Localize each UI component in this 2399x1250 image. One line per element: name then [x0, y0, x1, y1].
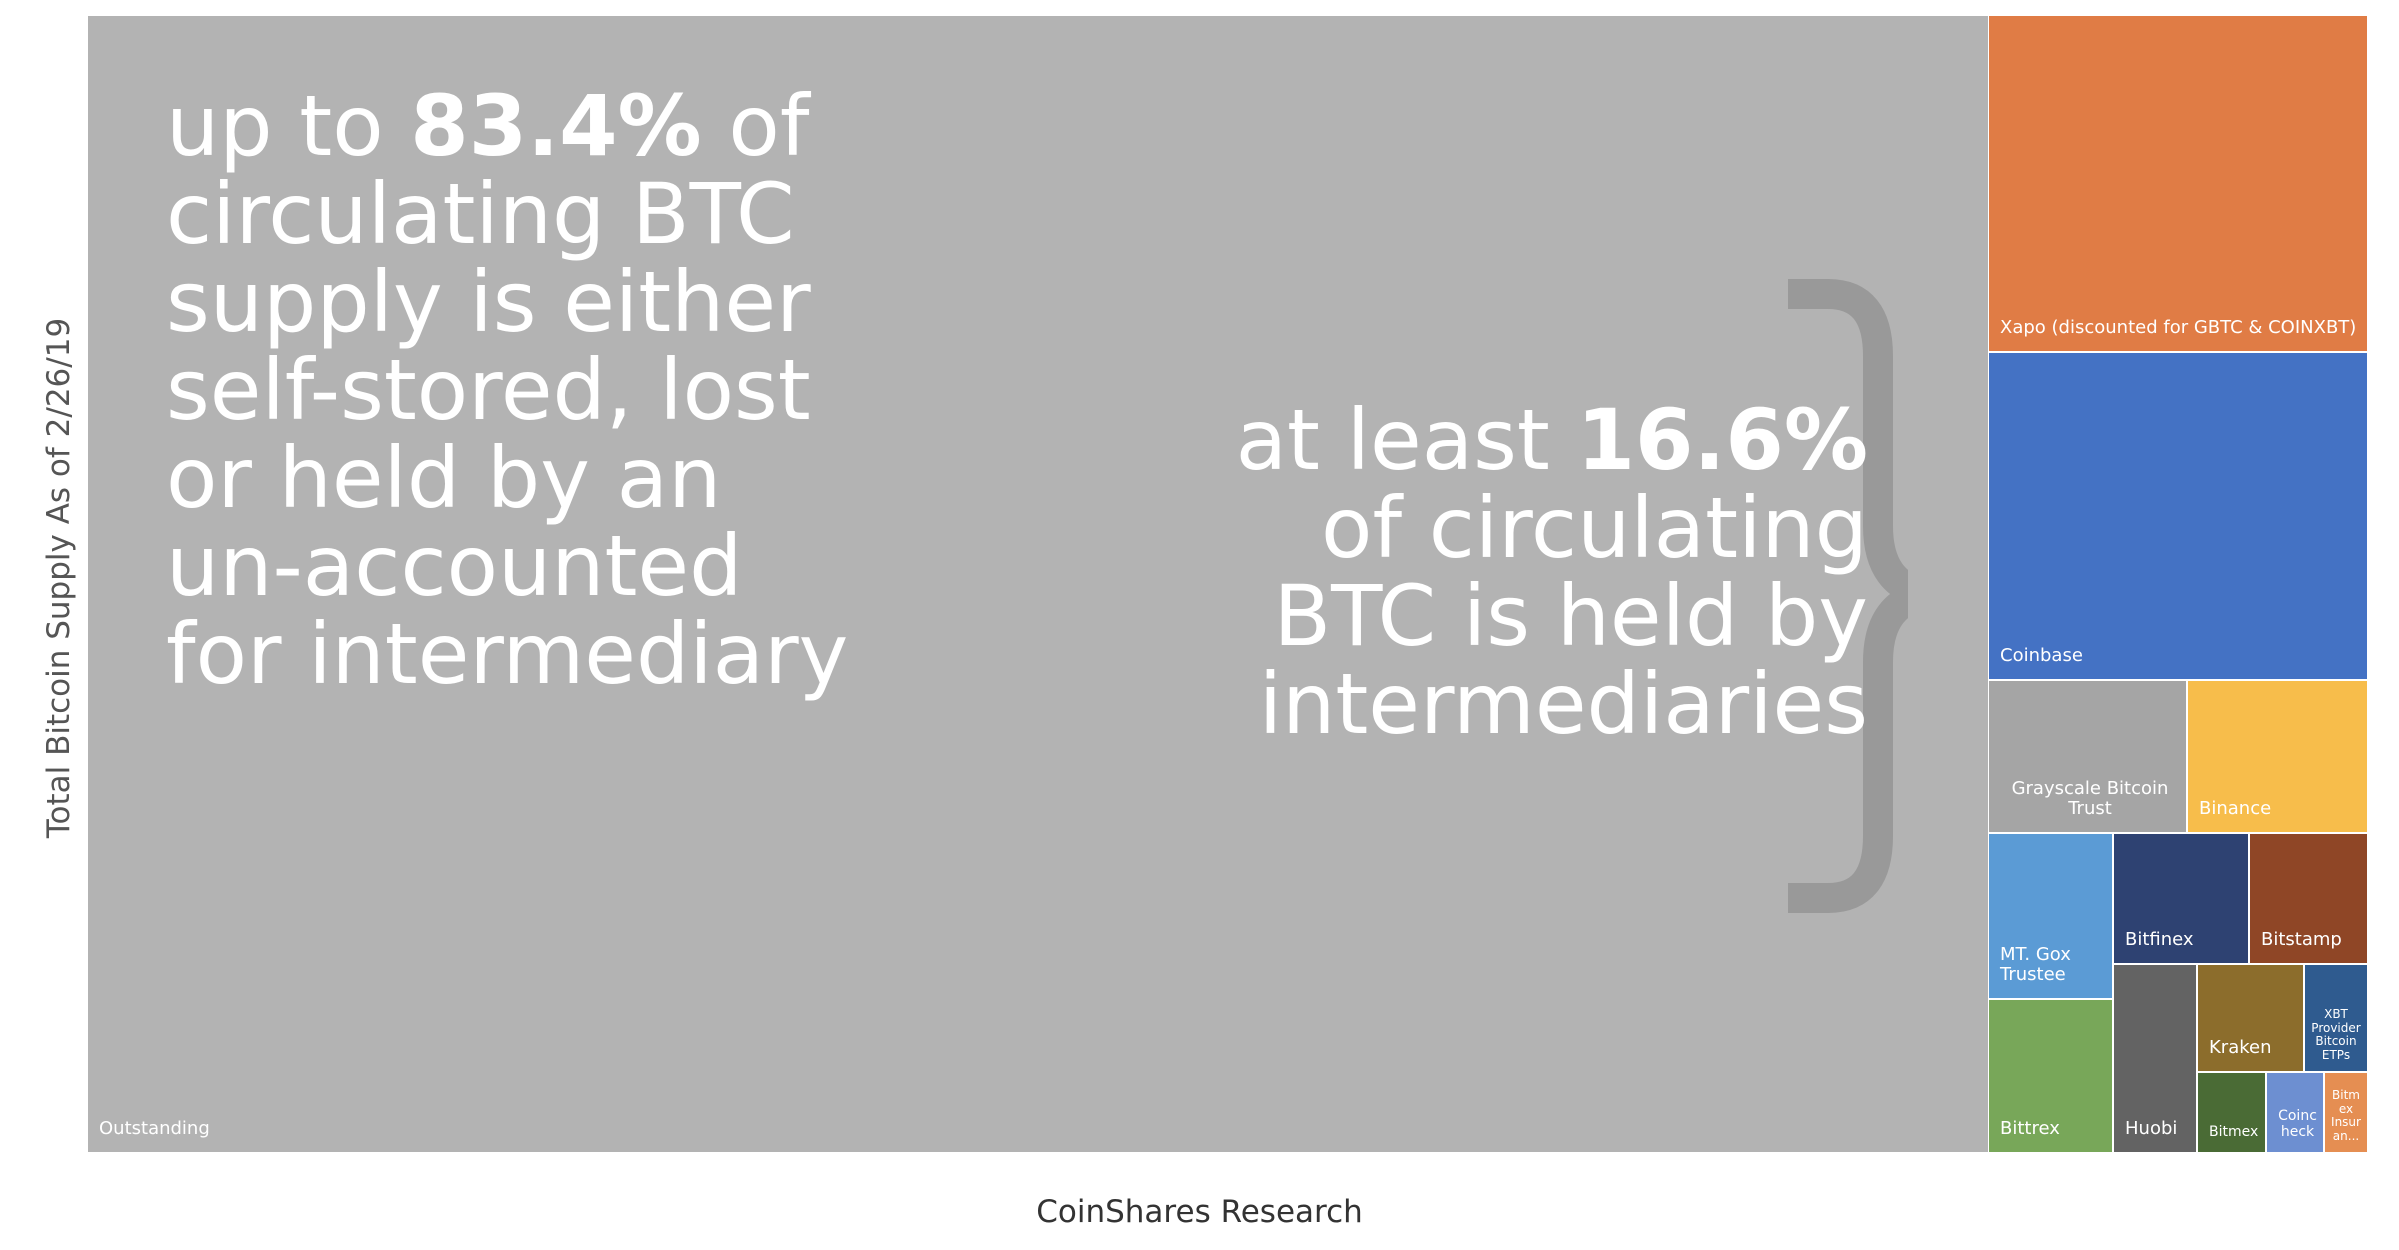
treemap-tile: Coinbase	[1989, 353, 2367, 679]
y-axis-label: Total Bitcoin Supply As of 2/26/19	[41, 317, 77, 839]
left-annotation-post: of circulating BTC supply is either self…	[166, 77, 849, 703]
treemap-tile-label: XBT Provider Bitcoin ETPs	[2311, 1006, 2361, 1063]
treemap-tile-label: Bittrex	[2000, 1118, 2060, 1140]
treemap-tile-label: Xapo (discounted for GBTC & COINXBT)	[2000, 317, 2357, 339]
right-annotation-pct: 16.6%	[1576, 391, 1868, 489]
treemap-tile: MT. Gox Trustee	[1989, 834, 2112, 998]
source-caption: CoinShares Research	[1036, 1194, 1363, 1230]
treemap-tile: Xapo (discounted for GBTC & COINXBT)	[1989, 16, 2367, 351]
left-annotation: up to 83.4% of circulating BTC supply is…	[166, 82, 848, 698]
treemap-chart: Outstanding Xapo (discounted for GBTC & C…	[88, 16, 2367, 1152]
right-annotation-post: of circulating BTC is held by intermedia…	[1258, 479, 1868, 753]
treemap-tile: Coinc heck	[2267, 1073, 2323, 1152]
treemap-tile: Binance	[2188, 681, 2367, 832]
treemap-tile: Kraken	[2198, 965, 2303, 1071]
right-annotation-pre: at least	[1235, 391, 1577, 489]
treemap-tile: Bitmex	[2198, 1073, 2265, 1152]
curly-brace-icon	[1788, 279, 1908, 913]
treemap-tile-label: Kraken	[2209, 1037, 2272, 1059]
treemap-tile: Outstanding	[88, 16, 1988, 1152]
treemap-tile-label: Bitstamp	[2261, 929, 2342, 951]
treemap-tile-label: Outstanding	[99, 1118, 210, 1140]
treemap-tile-label: Grayscale Bitcoin Trust	[2011, 777, 2169, 820]
left-annotation-pre: up to	[166, 77, 411, 175]
treemap-tile: Bitfinex	[2114, 834, 2248, 963]
treemap-tile-label: Bitfinex	[2125, 929, 2194, 951]
treemap-tile-label: Bitmex	[2209, 1123, 2259, 1140]
treemap-tile-label: Coinbase	[2000, 645, 2083, 667]
treemap-tile-label: Binance	[2199, 798, 2272, 820]
treemap-tile: Bittrex	[1989, 1000, 2112, 1152]
right-annotation: at least 16.6% of circulating BTC is hel…	[1078, 396, 1868, 748]
treemap-tile-label: Huobi	[2125, 1118, 2178, 1140]
treemap-tile: Bitm ex Insur an...	[2325, 1073, 2367, 1152]
treemap-tile-label: Coinc heck	[2278, 1107, 2317, 1140]
treemap-tile-label: Bitm ex Insur an...	[2331, 1087, 2361, 1144]
treemap-tile: Grayscale Bitcoin Trust	[1989, 681, 2186, 832]
treemap-tile: XBT Provider Bitcoin ETPs	[2305, 965, 2367, 1071]
treemap-tile: Huobi	[2114, 965, 2196, 1152]
treemap-tile: Bitstamp	[2250, 834, 2367, 963]
left-annotation-pct: 83.4%	[410, 77, 702, 175]
treemap-tile-label: MT. Gox Trustee	[2000, 943, 2071, 986]
